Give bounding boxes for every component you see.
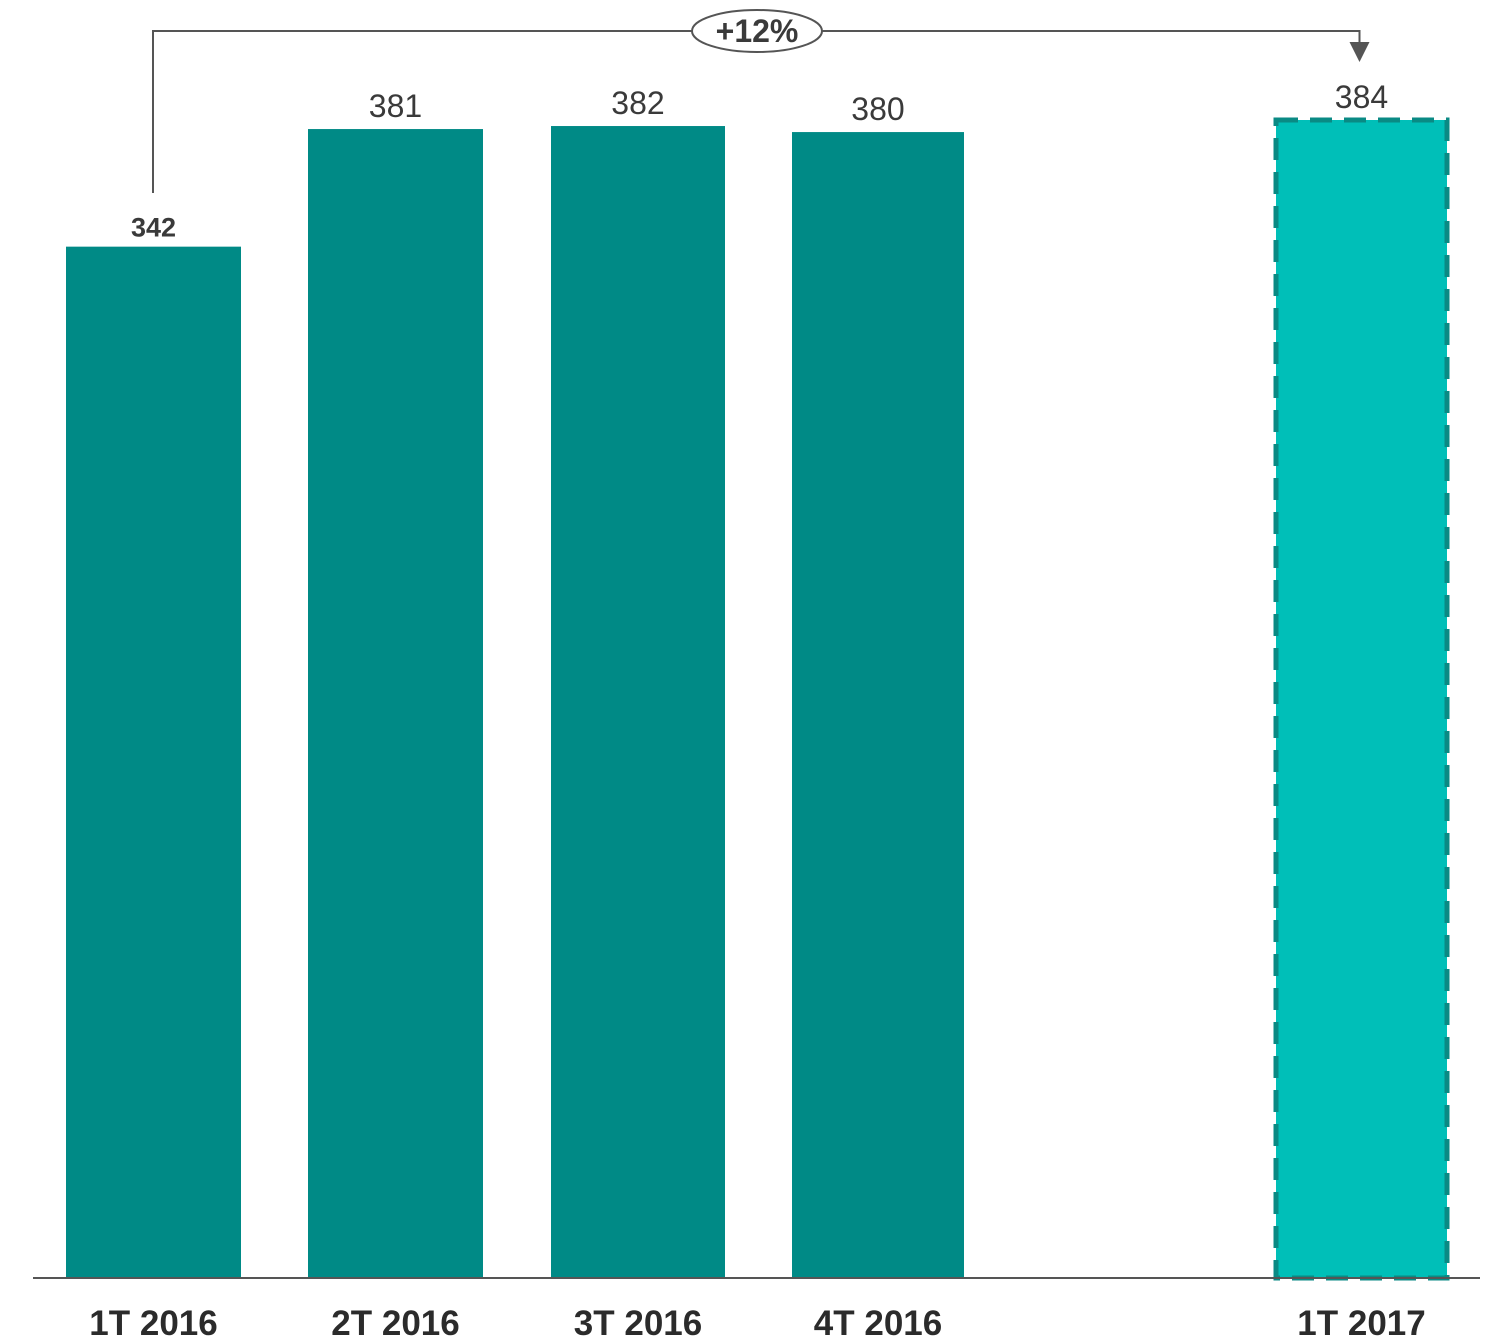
value-label: 342	[131, 213, 176, 243]
bar-1t-2016	[66, 246, 241, 1278]
bar-4t-2016	[792, 132, 964, 1278]
category-label: 1T 2016	[89, 1304, 217, 1342]
category-label: 4T 2016	[814, 1304, 942, 1342]
value-label: 384	[1335, 79, 1388, 115]
bars-group	[66, 117, 1450, 1281]
category-label: 2T 2016	[331, 1304, 459, 1342]
growth-percentage-label: +12%	[716, 13, 799, 49]
labels-group: 342 1T 2016 381 2T 2016 382 3T 2016 380 4T 2016…	[89, 79, 1425, 1342]
category-label: 1T 2017	[1297, 1304, 1425, 1342]
bar-2t-2016	[308, 129, 483, 1278]
growth-annotation: +12%	[152, 9, 1370, 193]
bar-1t-2017	[1273, 117, 1450, 1281]
value-label: 381	[369, 88, 422, 124]
category-label: 3T 2016	[574, 1304, 702, 1342]
bar-3t-2016	[551, 126, 725, 1278]
value-label: 382	[611, 85, 664, 121]
value-label: 380	[851, 91, 904, 127]
growth-badge	[691, 9, 823, 53]
